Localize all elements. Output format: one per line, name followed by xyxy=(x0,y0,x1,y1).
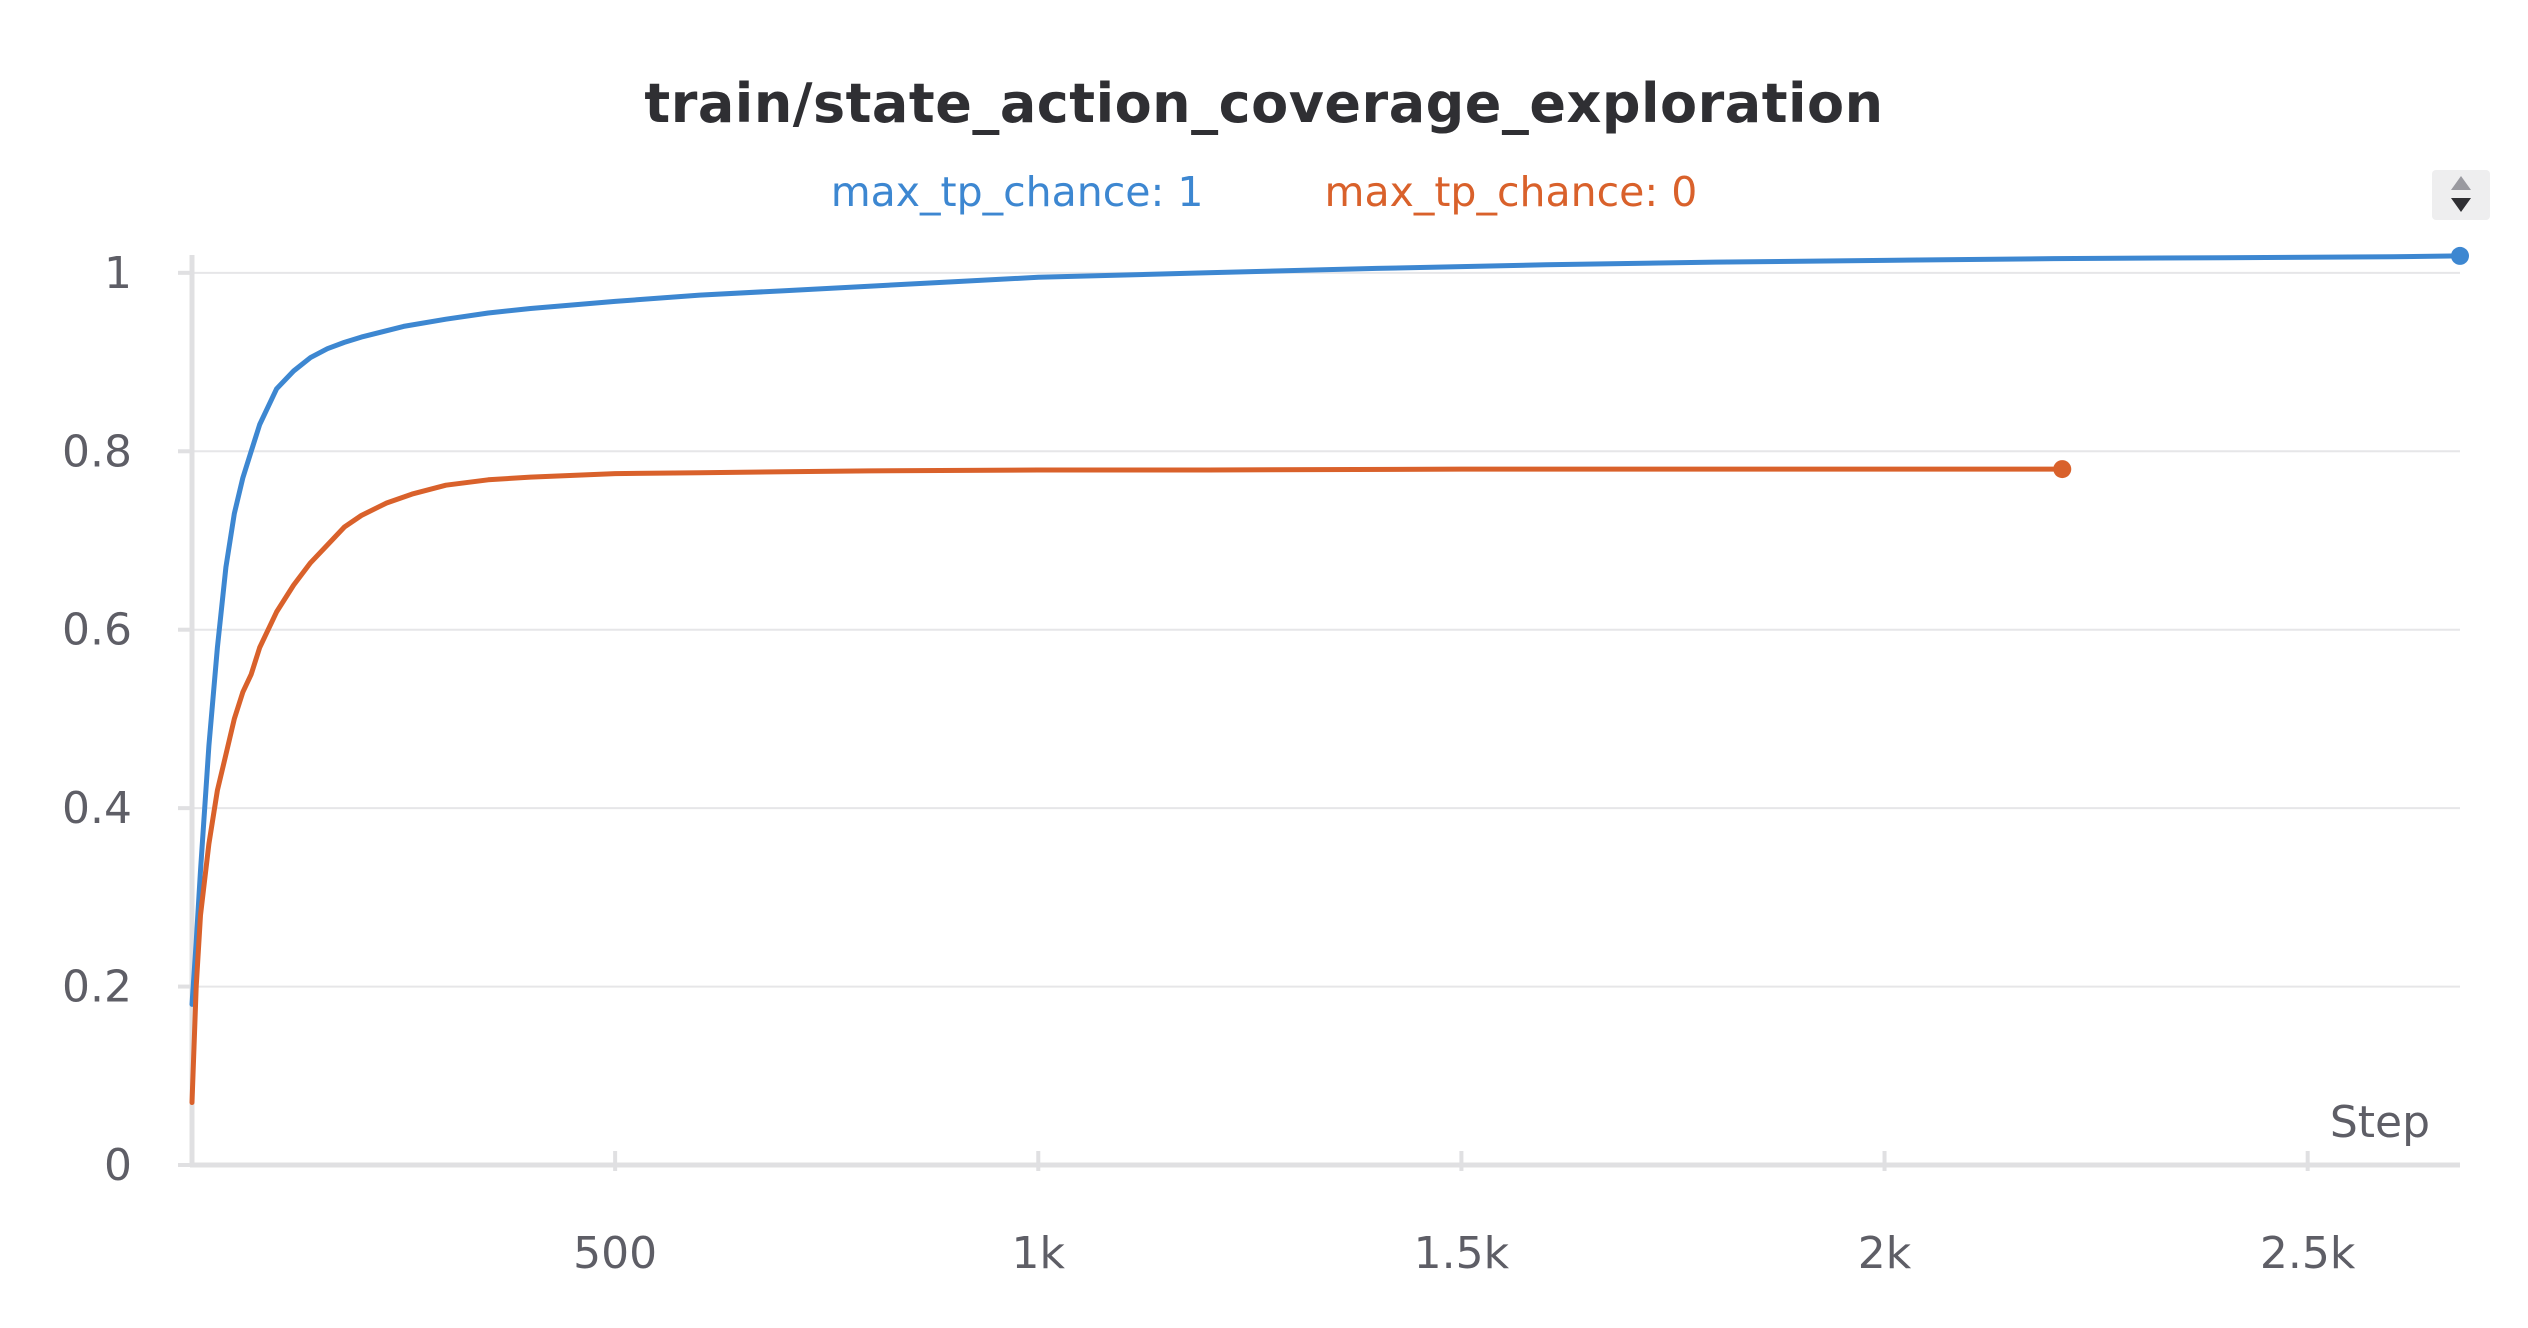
y-tick-label: 0 xyxy=(104,1140,132,1191)
x-tick-label: 500 xyxy=(573,1228,657,1279)
x-tick-label: 2.5k xyxy=(2260,1228,2356,1279)
series-end-point-1 xyxy=(2451,246,2469,265)
series-end-point-2 xyxy=(2053,460,2072,479)
legend: max_tp_chance: 1 max_tp_chance: 0 xyxy=(0,168,2528,216)
series-lines xyxy=(189,246,2469,1105)
series-line-1 xyxy=(189,253,2463,1007)
legend-scroll-control[interactable] xyxy=(2432,170,2490,220)
grid-lines xyxy=(192,271,2460,988)
y-tick-label: 0.6 xyxy=(62,605,132,656)
x-axis-label: Step xyxy=(2330,1097,2430,1148)
series-line-2 xyxy=(189,466,2065,1105)
legend-item-series-1[interactable]: max_tp_chance: 1 xyxy=(830,168,1204,216)
x-tick-label: 1k xyxy=(1012,1228,1066,1279)
y-tick-label: 1 xyxy=(104,248,132,299)
axes xyxy=(178,255,2460,1171)
y-tick-label: 0.4 xyxy=(62,783,132,834)
y-tick-label: 0.2 xyxy=(62,962,132,1013)
y-tick-label: 0.8 xyxy=(62,426,132,477)
tick-labels: 0 0.2 0.4 0.6 0.8 1 500 1k 1.5k 2k 2.5k xyxy=(62,248,2356,1279)
x-tick-label: 1.5k xyxy=(1414,1228,1510,1279)
caret-up-icon[interactable] xyxy=(2451,176,2471,190)
legend-item-series-2[interactable]: max_tp_chance: 0 xyxy=(1324,168,1698,216)
caret-down-icon[interactable] xyxy=(2451,198,2471,212)
x-tick-label: 2k xyxy=(1858,1228,1912,1279)
chart-title: train/state_action_coverage_exploration xyxy=(644,72,1884,135)
